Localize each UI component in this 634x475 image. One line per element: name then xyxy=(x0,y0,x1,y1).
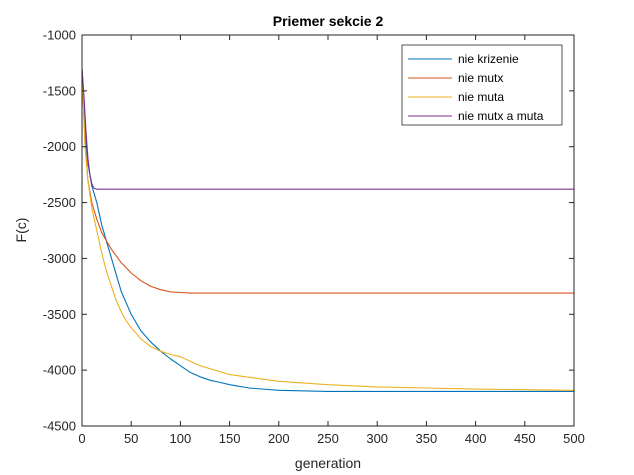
y-tick-label: -4000 xyxy=(43,363,76,378)
x-axis-label: generation xyxy=(295,455,361,471)
x-tick-label: 100 xyxy=(170,431,192,446)
series-line-1 xyxy=(81,68,574,392)
y-axis-label: F(c) xyxy=(13,218,29,243)
x-tick-label: 500 xyxy=(563,431,585,446)
x-tick-label: 50 xyxy=(124,431,138,446)
x-axis: 0 50 100 150 200 250 300 350 400 450 500 xyxy=(78,35,585,446)
legend-label: nie mutx xyxy=(458,71,503,85)
x-tick-label: 150 xyxy=(219,431,241,446)
legend-label: nie muta xyxy=(458,90,504,104)
series-line-2 xyxy=(81,74,574,294)
chart-title: Priemer sekcie 2 xyxy=(273,13,384,29)
y-tick-label: -2000 xyxy=(43,139,76,154)
legend: nie krizenie nie mutx nie muta nie mutx a m… xyxy=(401,44,563,126)
x-tick-label: 350 xyxy=(416,431,438,446)
x-tick-label: 200 xyxy=(268,431,290,446)
x-tick-label: 450 xyxy=(514,431,536,446)
x-tick-label: 400 xyxy=(465,431,487,446)
y-tick-label: -1000 xyxy=(43,28,76,43)
legend-box xyxy=(401,44,563,126)
y-tick-label: -3000 xyxy=(43,251,76,266)
series-line-3 xyxy=(81,68,575,391)
x-tick-label: 300 xyxy=(366,431,388,446)
y-tick-label: -3500 xyxy=(43,307,76,322)
legend-label: nie krizenie xyxy=(458,52,519,66)
y-axis: -1000 -1500 -2000 -2500 -3000 -3500 -4000 -4500 xyxy=(43,28,574,434)
series-layer xyxy=(81,68,575,392)
x-tick-label: 0 xyxy=(78,431,85,446)
y-tick-label: -2500 xyxy=(43,195,76,210)
legend-label: nie mutx a muta xyxy=(458,109,544,123)
series-line-4 xyxy=(81,68,574,190)
y-tick-label: -1500 xyxy=(43,83,76,98)
y-tick-label: -4500 xyxy=(43,419,76,434)
x-tick-label: 250 xyxy=(317,431,339,446)
